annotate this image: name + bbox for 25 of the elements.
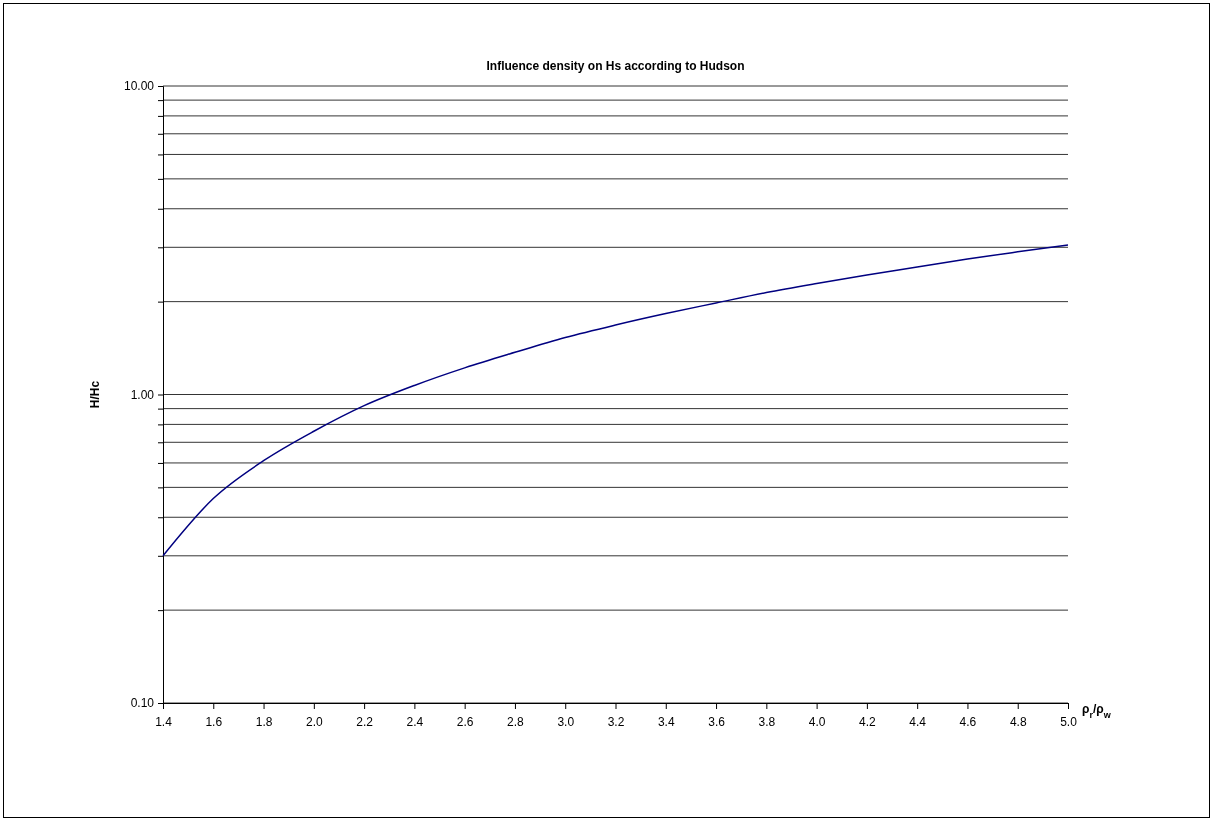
y-tick-label: 0.10 (130, 696, 155, 711)
x-tick-label: 4.4 (909, 714, 927, 729)
x-tick-label: 5.0 (1060, 714, 1078, 729)
x-tick-label: 3.0 (557, 714, 575, 729)
x-tick-label: 3.4 (657, 714, 675, 729)
x-tick-label: 1.8 (255, 714, 273, 729)
x-tick-label: 3.8 (758, 714, 776, 729)
x-tick-label: 4.6 (959, 714, 977, 729)
x-tick-label: 4.2 (859, 714, 877, 729)
x-tick-label: 1.4 (155, 714, 173, 729)
x-tick-label: 3.6 (708, 714, 726, 729)
x-tick-label: 4.0 (808, 714, 826, 729)
y-tick-label: 1.00 (130, 387, 155, 402)
y-axis-title: H/Hc (88, 380, 102, 409)
x-tick-label: 2.4 (406, 714, 424, 729)
x-tick-label: 1.6 (205, 714, 223, 729)
x-tick-label: 4.8 (1009, 714, 1027, 729)
x-tick-label: 2.0 (305, 714, 323, 729)
x-axis-title: ρ$_{r}$/ρ$_{w}$ (1082, 702, 1112, 720)
y-tick-label: 10.00 (123, 79, 155, 94)
chart-title: Influence density on Hs according to Hudson (486, 59, 745, 73)
x-tick-label: 2.8 (507, 714, 525, 729)
x-tick-label: 2.2 (356, 714, 374, 729)
x-tick-label: 3.2 (607, 714, 625, 729)
x-tick-label: 2.6 (456, 714, 474, 729)
